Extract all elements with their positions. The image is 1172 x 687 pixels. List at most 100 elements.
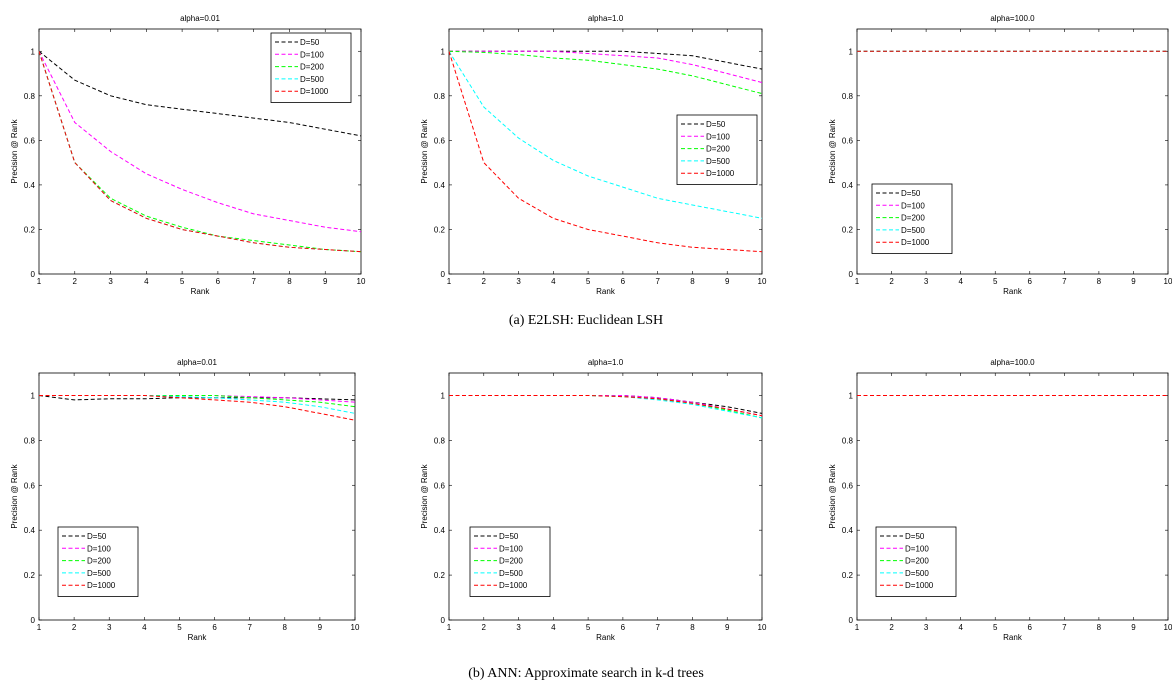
x-tick-label: 9 <box>725 623 730 632</box>
chart-panel-4: alpha=0.01 1 2 3 4 5 6 7 8 9 10 0 0.2 0.4 0.6 0.8 1 Rank P… <box>10 358 360 642</box>
legend-label-d-500: D=500 <box>905 569 929 578</box>
legend-label-d-100: D=100 <box>499 544 523 553</box>
legend-box <box>875 526 957 597</box>
y-tick-label: 0.8 <box>24 92 36 101</box>
series-line-d-50 <box>449 50 763 70</box>
legend-label-d-100: D=100 <box>300 50 324 59</box>
legend-label-d-500: D=500 <box>300 75 324 84</box>
x-tick-label: 6 <box>212 623 217 632</box>
x-tick-label: 3 <box>516 623 521 632</box>
chart-panel-2: alpha=1.0 1 2 3 4 5 6 7 8 9 10 0 0.2 0.4 0.6 0.8 1 Rank Pr… <box>420 14 767 296</box>
x-tick-label: 10 <box>357 277 366 286</box>
y-tick-label: 1 <box>441 47 446 56</box>
x-tick-label: 5 <box>586 623 591 632</box>
x-tick-label: 5 <box>586 277 591 286</box>
x-tick-label: 6 <box>1028 623 1033 632</box>
series-line-d-50 <box>38 395 356 401</box>
legend-label-d-1000: D=1000 <box>499 581 528 590</box>
chart-panel-1: alpha=0.01 1 2 3 4 5 6 7 8 9 10 0 0.2 0.4 0.6 0.8 1 Rank P… <box>10 14 366 296</box>
chart-panel-3: alpha=100.0 1 2 3 4 5 6 7 8 9 10 0 0.2 0.4 0.6 0.8 1 Rank… <box>828 14 1172 296</box>
y-axis-label: Precision @ Rank <box>420 118 429 183</box>
x-tick-label: 8 <box>690 623 695 632</box>
y-tick-label: 0.2 <box>842 225 854 234</box>
y-tick-label: 0.4 <box>842 526 854 535</box>
x-tick-label: 1 <box>447 277 452 286</box>
series-line-d-200 <box>38 51 362 253</box>
x-tick-label: 10 <box>351 623 360 632</box>
y-axis-label: Precision @ Rank <box>828 118 837 183</box>
legend-label-d-1000: D=1000 <box>901 238 930 247</box>
x-axis-label: Rank <box>1003 633 1023 642</box>
y-axis-label: Precision @ Rank <box>828 463 837 528</box>
x-tick-label: 7 <box>655 623 660 632</box>
legend: D=50 D=100 D=200 D=500 D=1000 <box>57 526 139 597</box>
x-tick-label: 8 <box>1097 277 1102 286</box>
x-tick-label: 5 <box>993 277 998 286</box>
x-axis-label: Rank <box>191 287 211 296</box>
x-tick-label: 5 <box>177 623 182 632</box>
plot-area <box>448 372 763 621</box>
x-tick-label: 6 <box>1028 277 1033 286</box>
legend-label-d-500: D=500 <box>706 157 730 166</box>
x-tick-label: 1 <box>447 623 452 632</box>
x-tick-label: 2 <box>889 623 894 632</box>
x-tick-label: 2 <box>482 277 487 286</box>
x-tick-label: 4 <box>551 623 556 632</box>
legend-label-d-200: D=200 <box>499 557 523 566</box>
x-axis-label: Rank <box>596 633 616 642</box>
legend-label-d-200: D=200 <box>706 145 730 154</box>
y-tick-label: 0.6 <box>434 481 446 490</box>
y-tick-label: 0.6 <box>24 481 36 490</box>
x-tick-label: 6 <box>216 277 221 286</box>
y-tick-label: 0.4 <box>842 181 854 190</box>
chart-panel-5: alpha=1.0 1 2 3 4 5 6 7 8 9 10 0 0.2 0.4 0.6 0.8 1 Rank Pr… <box>420 358 767 642</box>
legend-label-d-100: D=100 <box>87 544 111 553</box>
plot-area <box>856 372 1169 621</box>
legend: D=50 D=100 D=200 D=500 D=1000 <box>875 526 957 597</box>
chart-title: alpha=1.0 <box>588 358 624 367</box>
y-tick-label: 0.6 <box>842 481 854 490</box>
legend: D=50 D=100 D=200 D=500 D=1000 <box>270 32 352 103</box>
legend-label-d-200: D=200 <box>87 557 111 566</box>
x-tick-label: 6 <box>621 277 626 286</box>
x-tick-label: 2 <box>73 277 78 286</box>
x-tick-label: 1 <box>855 277 860 286</box>
x-tick-label: 1 <box>855 623 860 632</box>
x-tick-label: 7 <box>1062 623 1067 632</box>
chart-title: alpha=1.0 <box>588 14 624 23</box>
y-axis-label: Precision @ Rank <box>420 463 429 528</box>
caption-b: (b) ANN: Approximate search in k-d trees <box>468 666 704 681</box>
x-tick-label: 3 <box>107 623 112 632</box>
legend-label-d-200: D=200 <box>901 214 925 223</box>
x-tick-label: 3 <box>924 623 929 632</box>
legend-label-d-1000: D=1000 <box>87 581 116 590</box>
legend-label-d-100: D=100 <box>905 544 929 553</box>
y-tick-label: 0.8 <box>24 436 36 445</box>
y-tick-label: 0 <box>849 616 854 625</box>
y-tick-label: 0.2 <box>24 225 36 234</box>
y-tick-label: 1 <box>31 47 36 56</box>
chart-title: alpha=0.01 <box>177 358 217 367</box>
series-line-d-1000 <box>39 395 356 421</box>
plot-area <box>38 28 362 275</box>
legend-label-d-50: D=50 <box>87 532 107 541</box>
y-tick-label: 0.2 <box>24 571 36 580</box>
y-tick-label: 1 <box>441 391 446 400</box>
x-tick-label: 4 <box>551 277 556 286</box>
x-tick-label: 4 <box>958 277 963 286</box>
legend-label-d-50: D=50 <box>300 38 320 47</box>
x-tick-label: 4 <box>958 623 963 632</box>
x-tick-label: 8 <box>690 277 695 286</box>
legend-label-d-1000: D=1000 <box>300 87 329 96</box>
legend-label-d-200: D=200 <box>905 557 929 566</box>
legend-label-d-100: D=100 <box>901 201 925 210</box>
series-line-d-1000 <box>449 395 763 417</box>
x-tick-label: 9 <box>318 623 323 632</box>
y-tick-label: 0.8 <box>842 436 854 445</box>
x-tick-label: 10 <box>1164 277 1172 286</box>
x-tick-label: 3 <box>516 277 521 286</box>
legend-label-d-500: D=500 <box>87 569 111 578</box>
series-line-d-500 <box>448 51 763 219</box>
y-tick-label: 0.6 <box>24 136 36 145</box>
series-line-d-100 <box>449 50 763 83</box>
